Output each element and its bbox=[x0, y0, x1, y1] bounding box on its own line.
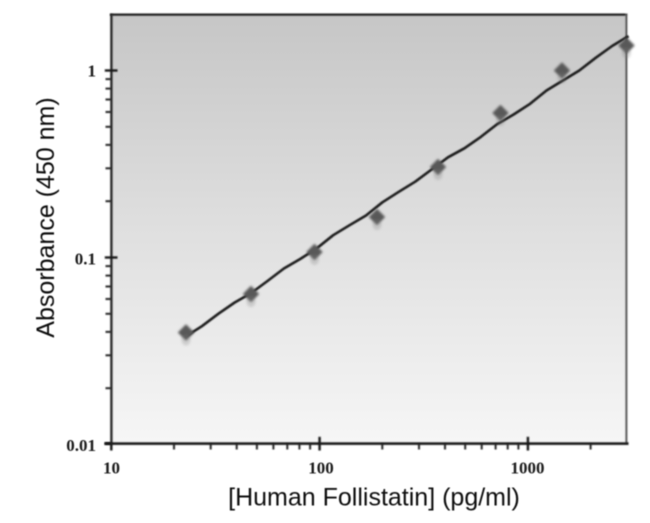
svg-text:1000: 1000 bbox=[511, 459, 545, 478]
svg-text:0.01: 0.01 bbox=[66, 436, 96, 455]
svg-text:1: 1 bbox=[88, 62, 97, 81]
svg-text:[Human Follistatin] (pg/ml): [Human Follistatin] (pg/ml) bbox=[228, 484, 520, 512]
svg-text:100: 100 bbox=[308, 459, 334, 478]
svg-text:10: 10 bbox=[103, 459, 120, 478]
svg-text:Absorbance (450 nm): Absorbance (450 nm) bbox=[32, 97, 60, 337]
svg-text:0.1: 0.1 bbox=[75, 250, 96, 269]
